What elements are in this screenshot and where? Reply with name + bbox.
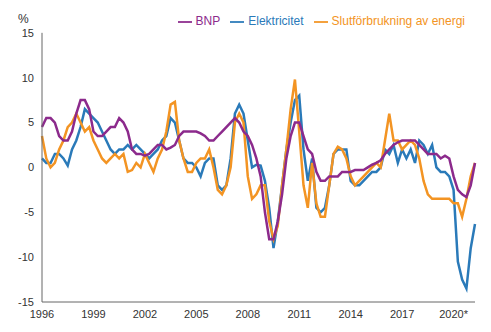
svg-text:1996: 1996 — [30, 308, 54, 320]
html-text:Slutförbrukning av energi: Slutförbrukning av energi — [331, 14, 465, 28]
svg-text:2008: 2008 — [236, 308, 260, 320]
svg-text:-15: -15 — [18, 296, 34, 308]
svg-text:2014: 2014 — [338, 308, 362, 320]
svg-text:2020*: 2020* — [439, 308, 468, 320]
svg-text:2005: 2005 — [184, 308, 208, 320]
svg-text:1999: 1999 — [81, 308, 105, 320]
svg-text:5: 5 — [28, 116, 34, 128]
svg-text:10: 10 — [22, 72, 34, 84]
svg-text:2002: 2002 — [133, 308, 157, 320]
svg-text:15: 15 — [22, 27, 34, 39]
svg-text:-10: -10 — [18, 251, 34, 263]
html-text:Elektricitet: Elektricitet — [248, 14, 304, 28]
svg-text:2017: 2017 — [390, 308, 414, 320]
svg-text:0: 0 — [28, 161, 34, 173]
svg-text:2011: 2011 — [287, 308, 311, 320]
svg-text:-5: -5 — [24, 206, 34, 218]
html-text:BNP: BNP — [195, 14, 221, 28]
